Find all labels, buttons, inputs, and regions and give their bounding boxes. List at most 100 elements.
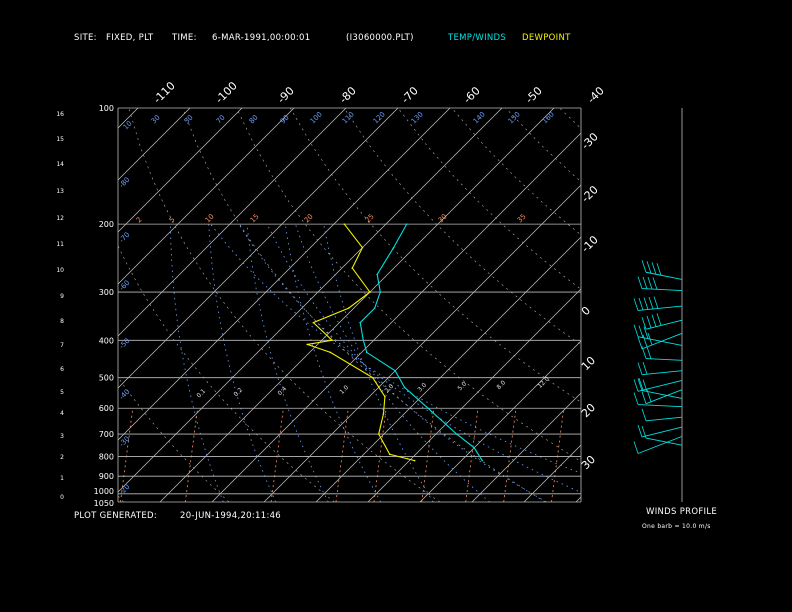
moist-adiabat-line [210,223,581,474]
mixing-ratio-label: 35 [516,212,528,224]
isotherm-line [732,108,792,502]
header-site-label: SITE: [74,33,97,43]
temperature-point [365,351,368,354]
pressure-tick-label: 400 [99,336,114,345]
dewpoint-point [343,223,346,225]
mixing-ratio-line [184,408,198,502]
dewpoint-point [361,246,364,249]
dewpoint-point [371,376,374,379]
header-site-value: FIXED, PLT [106,33,154,43]
dewpoint-point [351,267,354,269]
dry-adiabat-label: 130 [410,110,425,125]
pressure-tick-label: 100 [99,104,114,113]
wind-barb-flag [651,314,657,327]
wind-barb-flag [656,263,662,276]
wind-barb-flag [633,441,639,454]
moist-adiabat-label: -20 [118,483,132,497]
wind-barb [641,426,683,438]
dewpoint-point [312,321,315,324]
pressure-tick-label: 500 [99,374,114,383]
diagram-frame [117,107,582,503]
height-tick-label: 4 [60,410,64,417]
dry-adiabat-label: 110 [341,110,356,125]
wind-barb-flag [637,424,643,438]
dry-adiabat-label: 70 [215,113,227,125]
wind-barb [641,370,683,376]
isotherm-right-label: -30 [579,130,601,152]
moist-adiabat-label: -50 [118,337,132,351]
wind-barb-flag [646,261,652,274]
moist-adiabat-label: -70 [118,231,132,245]
moist-adiabat-line [284,224,382,502]
mixing-ratio-line [551,408,565,502]
temperature-point [362,339,365,342]
moist-adiabat-label: -40 [118,388,132,402]
isotherm-right-label: 10 [579,354,598,373]
wind-barb-flag [647,276,653,290]
dry-adiabat-line [613,108,792,502]
mixing-ratio-label: 30 [437,212,449,224]
moist-adiabat-line [323,224,434,502]
moist-adiabat-line [238,223,581,493]
isotherm-line [118,108,191,181]
temperature-point [481,459,484,462]
wind-barb [645,389,683,405]
dry-adiabat-line [505,108,581,182]
dewpoint-point [329,351,332,354]
wind-barb-flag [641,317,647,330]
wind-barb-flag [653,296,659,309]
height-tick-label: 2 [60,454,64,461]
dry-adiabat-label: 120 [372,110,387,125]
dry-adiabat-label: 90 [279,113,291,125]
temperature-point [359,321,361,324]
height-tick-label: 3 [60,433,64,440]
wind-barb-flag [652,277,658,290]
temperature-point [394,370,396,372]
wind-barb-flag [638,325,644,338]
dewpoint-point [306,343,308,346]
dry-adiabat-label: 100 [309,110,324,125]
height-tick-label: 8 [60,318,64,325]
wind-barb [641,288,683,292]
dewpoint-point [369,291,371,293]
mixing-ratio-lower-label: 0.4 [276,385,288,397]
dewpoint-point [377,433,380,435]
wind-barb [637,404,683,408]
moist-adiabat-line [208,224,277,502]
dry-adiabat-label: 140 [472,110,487,125]
moist-adiabat-line [246,224,329,502]
pressure-tick-label: 200 [99,220,114,229]
height-tick-label: 13 [56,188,64,195]
isotherm-top-label: -50 [523,84,545,106]
wind-barb-flag [633,324,639,337]
height-tick-label: 9 [60,293,64,300]
mixing-ratio-label: 10 [204,212,216,224]
mixing-ratio-lower-label: 3.0 [416,382,428,394]
isotherm-line [575,496,581,502]
isotherm-line [0,108,86,502]
pressure-tick-label: 300 [99,288,114,297]
wind-barb-flag [637,362,643,375]
header-time-value: 6-MAR-1991,00:00:01 [212,33,311,43]
pressure-tick-label: 700 [99,430,114,439]
mixing-ratio-line [465,408,479,502]
wind-barb [645,271,683,280]
isotherm-right-label: -10 [579,233,601,255]
plot-generated-value: 20-JUN-1994,20:11:46 [180,511,282,521]
dry-adiabat-line [397,108,581,290]
wind-barb-flag [641,425,647,439]
wind-barb-flag [641,391,647,404]
wind-barb-flag [633,392,639,405]
mixing-ratio-label: 5 [168,216,177,225]
isotherm-line [419,340,581,502]
mixing-ratio-lower-label: 2.0 [383,383,395,395]
mixing-ratio-label: 25 [364,212,376,224]
mixing-ratio-label: 2 [135,216,144,225]
isotherm-line [315,236,581,502]
wind-barb [645,437,683,446]
dewpoint-line [307,223,415,462]
mixing-ratio-line [373,408,387,502]
profile-series [306,223,484,462]
dewpoint-point [382,412,385,415]
isotherm-line [0,108,34,502]
